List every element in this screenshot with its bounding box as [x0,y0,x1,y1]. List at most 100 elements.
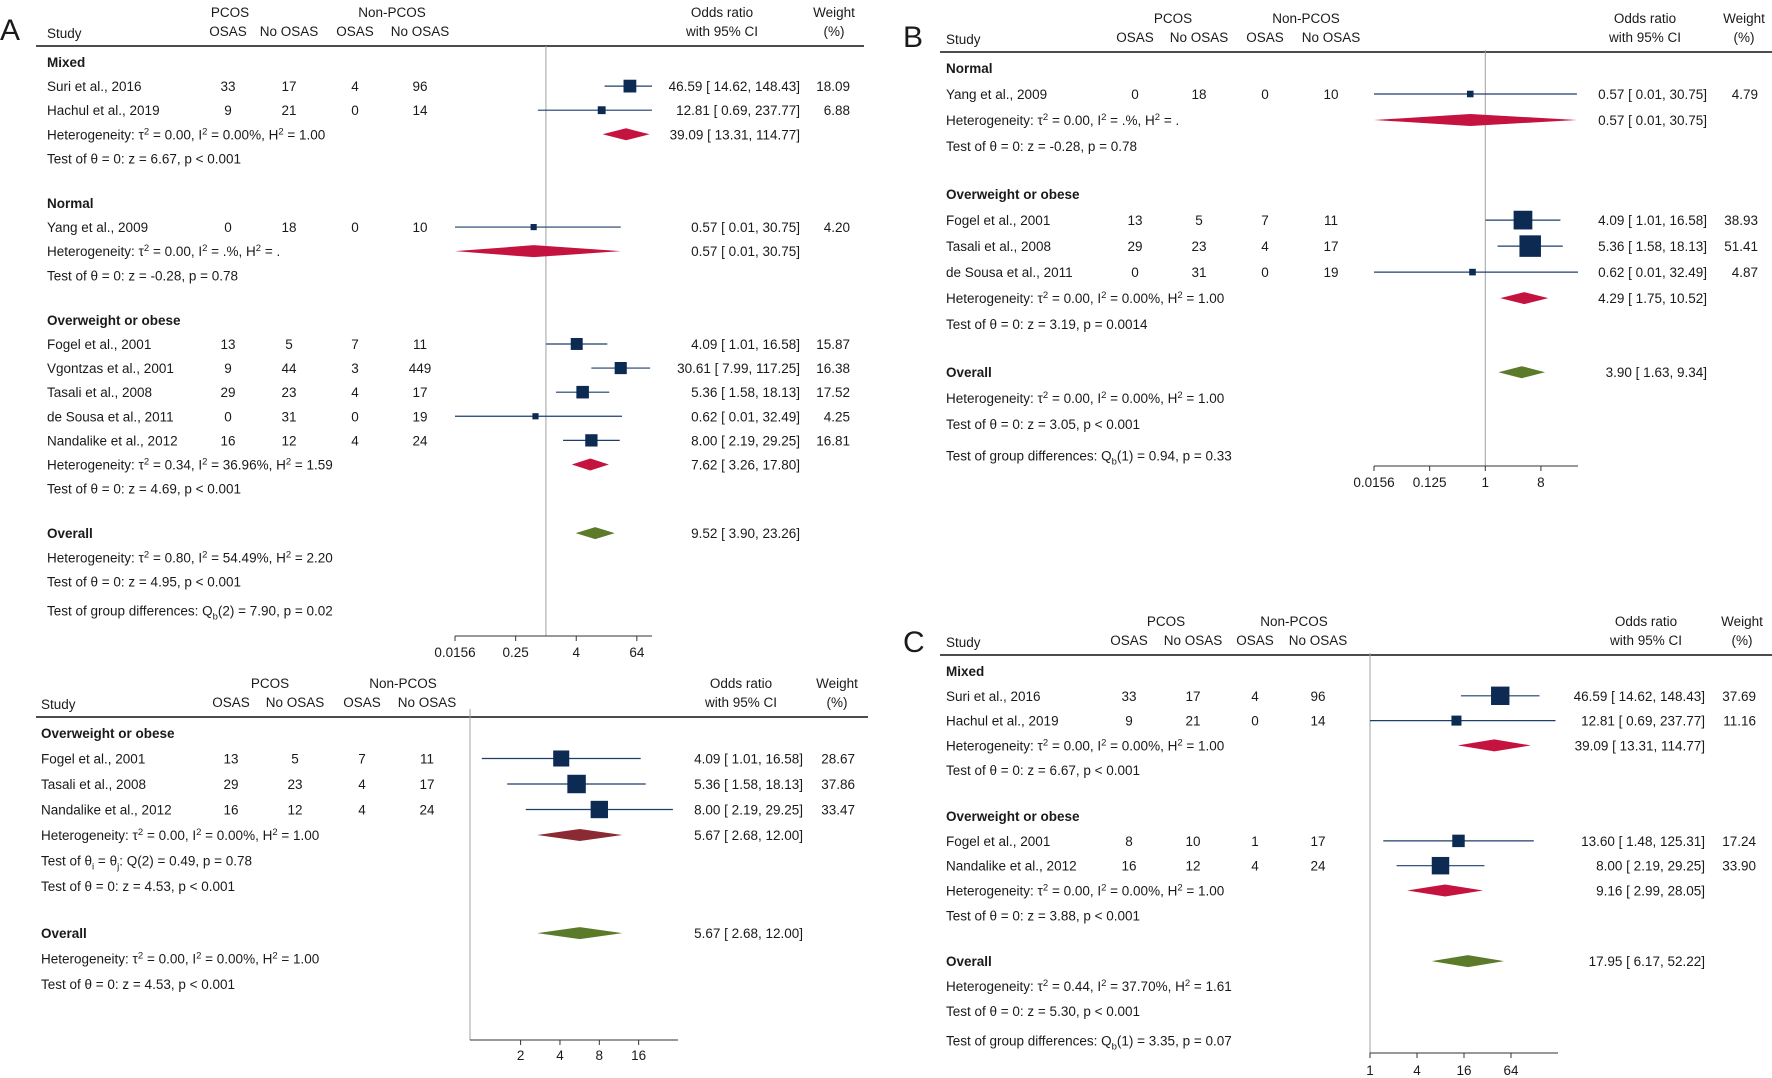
non-pcos-osas-count: 7 [358,752,366,767]
non-pcos-no-osas-count: 17 [1310,834,1325,849]
study-name: Vgontzas et al., 2001 [47,361,174,376]
header-non-pcos-no-osas: No OSAS [391,24,450,39]
weight-percent: 28.67 [821,752,855,767]
odds-ratio-ci: 13.60 [ 1.48, 125.31] [1581,834,1705,849]
weight-percent: 33.90 [1722,859,1756,874]
header-pcos-no-osas: No OSAS [1164,633,1223,648]
point-estimate-marker [1491,686,1510,706]
pcos-no-osas-count: 18 [1191,87,1206,102]
header-pcos-no-osas: No OSAS [266,695,325,710]
pcos-no-osas-count: 12 [287,803,302,818]
pcos-no-osas-count: 21 [1185,714,1200,729]
subgroup-pooled-or: 7.62 [ 3.26, 17.80] [691,457,800,472]
overall-effect-test: Test of θ = 0: z = 4.53, p < 0.001 [41,977,235,992]
non-pcos-osas-count: 4 [351,79,359,94]
study-name: de Sousa et al., 2011 [946,265,1073,280]
x-tick-label: 1 [1482,475,1490,490]
non-pcos-osas-count: 4 [358,777,366,792]
point-estimate-marker [1431,856,1450,875]
pcos-no-osas-count: 21 [281,103,296,118]
pcos-osas-count: 29 [223,777,238,792]
x-tick-label: 64 [629,645,645,660]
study-row: Fogel et al., 2001 13 5 7 11 4.09 [ 1.01, 16.… [946,210,1758,230]
header-weight: Weight [1723,11,1765,26]
header-non-pcos: Non-PCOS [1272,11,1340,26]
study-name: Nandalike et al., 2012 [41,803,172,818]
subgroup-effect-test: Test of θ = 0: z = -0.28, p = 0.78 [47,268,238,283]
weight-percent: 4.79 [1732,87,1758,102]
subgroup-effect-test: Test of θ = 0: z = 6.67, p < 0.001 [47,151,241,166]
study-row: Tasali et al., 2008 29 23 4 17 5.36 [ 1.58, 1… [47,385,850,400]
forest-panel-a: A PCOS Non-PCOS Odds ratio Weight Study OSAS No… [0,5,864,660]
overall-diamond [575,527,615,540]
odds-ratio-ci: 4.09 [ 1.01, 16.58] [694,752,803,767]
point-estimate-marker [597,106,606,115]
non-pcos-no-osas-count: 19 [1323,265,1338,280]
non-pcos-no-osas-count: 96 [412,79,427,94]
non-pcos-osas-count: 4 [351,385,359,400]
header-odds-ratio: Odds ratio [710,676,772,691]
pcos-osas-count: 9 [224,103,232,118]
study-row: Vgontzas et al., 2001 9 44 3 449 30.61 [ 7.99… [47,361,850,376]
header-pcos: PCOS [251,676,289,691]
subgroup-heterogeneity: Heterogeneity: τ2​ = 0.00, I2​ = 0.00%, … [946,737,1224,753]
odds-ratio-ci: 8.00 [ 2.19, 29.25] [1596,859,1705,874]
header-non-pcos: Non-PCOS [358,5,426,20]
subgroup-effect-test: Test of θ = 0: z = 4.69, p < 0.001 [47,482,241,497]
overall-label: Overall [946,954,992,969]
point-estimate-marker [1466,90,1474,98]
subgroup-heterogeneity: Heterogeneity: τ2​ = 0.34, I2​ = 36.96%,… [47,456,333,472]
odds-ratio-ci: 8.00 [ 2.19, 29.25] [694,803,803,818]
overall-label: Overall [47,526,93,541]
study-row: Fogel et al., 2001 13 5 7 11 4.09 [ 1.01, 16.… [47,337,850,352]
pcos-no-osas-count: 10 [1185,834,1200,849]
non-pcos-no-osas-count: 24 [1310,859,1326,874]
odds-ratio-ci: 5.36 [ 1.58, 18.13] [1598,239,1707,254]
point-estimate-marker [532,413,539,420]
subgroup-label: Overweight or obese [946,187,1080,202]
subgroup-pooled-or: 5.67 [ 2.68, 12.00] [694,828,803,843]
study-name: Fogel et al., 2001 [946,834,1050,849]
pcos-no-osas-count: 31 [281,409,296,424]
study-name: Suri et al., 2016 [946,689,1041,704]
header-odds-ratio: Odds ratio [691,5,753,20]
subgroup-diamond [602,128,650,141]
header-with-ci: with 95% CI [1609,633,1682,648]
odds-ratio-ci: 0.62 [ 0.01, 32.49] [691,409,800,424]
pcos-osas-count: 29 [220,385,235,400]
pcos-osas-count: 0 [1131,87,1139,102]
subgroup-heterogeneity: Heterogeneity: τ2​ = 0.00, I2​ = 0.00%, … [946,290,1224,306]
point-estimate-marker [1469,268,1476,276]
header-pcos: PCOS [1147,614,1185,629]
header-odds-ratio: Odds ratio [1615,614,1677,629]
subgroup-heterogeneity: Heterogeneity: τ2​ = 0.00, I2​ = .%, H2​… [946,112,1179,128]
study-name: Fogel et al., 2001 [41,752,145,767]
subgroup-q-test: Test of θi​ = θj​: Q(2) = 0.49, p = 0.78 [41,854,252,873]
forest-panel-a2: PCOS Non-PCOS Odds ratio Weight Study OSAS No … [36,676,868,1063]
subgroup-pooled-or: 4.29 [ 1.75, 10.52] [1598,291,1707,306]
x-tick-label: 64 [1503,1063,1519,1078]
point-estimate-marker [553,750,570,767]
subgroup-diamond [571,458,609,471]
subgroup-heterogeneity: Heterogeneity: τ2​ = 0.00, I2​ = 0.00%, … [47,126,325,142]
study-row: Suri et al., 2016 33 17 4 96 46.59 [ 14.62, 1… [946,686,1756,706]
subgroup-effect-test: Test of θ = 0: z = 3.19, p = 0.0014 [946,317,1148,332]
header-non-pcos-no-osas: No OSAS [1302,30,1361,45]
study-name: Hachul et al., 2019 [47,103,160,118]
overall-heterogeneity: Heterogeneity: τ2​ = 0.00, I2​ = 0.00%, … [946,390,1224,406]
overall-effect-test: Test of θ = 0: z = 3.05, p < 0.001 [946,417,1140,432]
study-row: Fogel et al., 2001 8 10 1 17 13.60 [ 1.48, 12… [946,834,1756,849]
point-estimate-marker [567,774,586,794]
subgroup-diamond [1500,292,1549,305]
header-study: Study [47,26,82,41]
header-study: Study [41,697,76,712]
pcos-no-osas-count: 44 [281,361,297,376]
point-estimate-marker [570,337,583,350]
header-weight: Weight [1721,614,1763,629]
weight-percent: 16.81 [816,433,850,448]
header-non-pcos-osas: OSAS [1236,633,1274,648]
forest-panel-c: C PCOS Non-PCOS Odds ratio Weight Study OSAS No… [903,614,1772,1078]
non-pcos-no-osas-count: 11 [413,337,427,352]
non-pcos-osas-count: 3 [351,361,359,376]
non-pcos-no-osas-count: 17 [419,777,434,792]
